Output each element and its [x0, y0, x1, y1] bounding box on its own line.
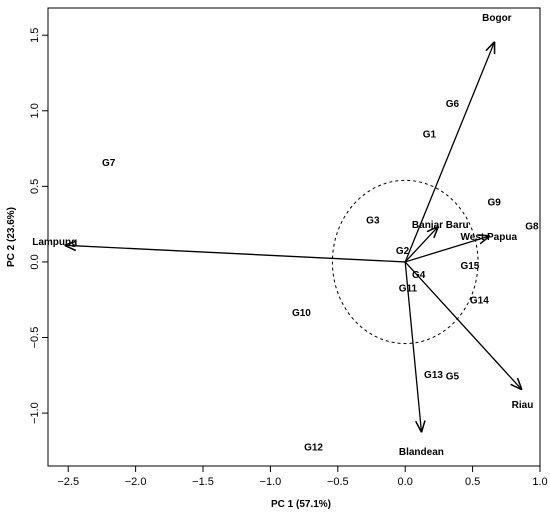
x-tick-label: −1.0 [260, 476, 282, 488]
vector-banjar-baru [404, 227, 437, 263]
y-tick-label: −1.0 [29, 402, 41, 424]
plot-frame [47, 7, 541, 467]
vector-label-riau: Riau [512, 400, 534, 411]
x-axis-title: PC 1 (57.1%) [271, 499, 331, 510]
point-label-g8: G8 [525, 222, 539, 233]
x-tick-label: −2.5 [57, 476, 79, 488]
vector-riau [404, 261, 521, 389]
y-tick-label: 1.0 [29, 103, 41, 118]
vector-label-lampung: Lampung [32, 237, 77, 248]
x-tick-label: −0.5 [327, 476, 349, 488]
vector-west-papua [405, 236, 489, 263]
vector-bogor [404, 43, 494, 263]
point-label-g6: G6 [446, 99, 460, 110]
point-label-g14: G14 [470, 296, 489, 307]
y-tick-label: −0.5 [29, 327, 41, 349]
y-axis-title: PC 2 (23.6%) [6, 207, 17, 267]
vector-label-bogor: Bogor [482, 13, 512, 24]
point-label-g4: G4 [412, 270, 426, 281]
vector-label-west-papua: West Papua [461, 232, 518, 243]
y-tick-label: 0.5 [29, 179, 41, 194]
x-tick-label: −2.0 [125, 476, 147, 488]
x-tick-label: 0.0 [398, 476, 413, 488]
vector-lampung [66, 245, 406, 263]
point-label-g9: G9 [487, 197, 501, 208]
point-label-g13: G13 [424, 370, 443, 381]
x-tick-label: 0.5 [465, 476, 480, 488]
y-tick-label: 0.0 [29, 254, 41, 269]
point-label-g12: G12 [304, 442, 323, 453]
axes: −2.5 −2.0 −1.5 −1.0 −0.5 0.0 0.5 1.0 −1.0 −0.5 0.0… [29, 7, 548, 488]
point-label-g5: G5 [446, 371, 460, 382]
vector-label-blandean: Blandean [399, 447, 444, 458]
point-label-g2: G2 [396, 246, 410, 257]
x-tick-label: −1.5 [192, 476, 214, 488]
point-label-g15: G15 [460, 261, 479, 272]
correlation-circle-layer [331, 179, 479, 345]
x-tick-label: 1.0 [532, 476, 547, 488]
point-label-g11: G11 [399, 284, 418, 295]
point-label-g10: G10 [292, 308, 311, 319]
vector-blandean [404, 261, 421, 431]
vector-label-banjar-baru: Banjar Baru [412, 220, 469, 231]
point-label-g1: G1 [423, 129, 437, 140]
y-tick-label: 1.5 [29, 28, 41, 43]
point-label-g3: G3 [366, 216, 380, 227]
point-label-g7: G7 [102, 158, 116, 169]
correlation-circle [331, 179, 479, 345]
points-layer: G1 G2 G3 G4 G5 G6 G7 G8 G9 G10 G11 G12 G13 G14 G15 [102, 99, 539, 453]
